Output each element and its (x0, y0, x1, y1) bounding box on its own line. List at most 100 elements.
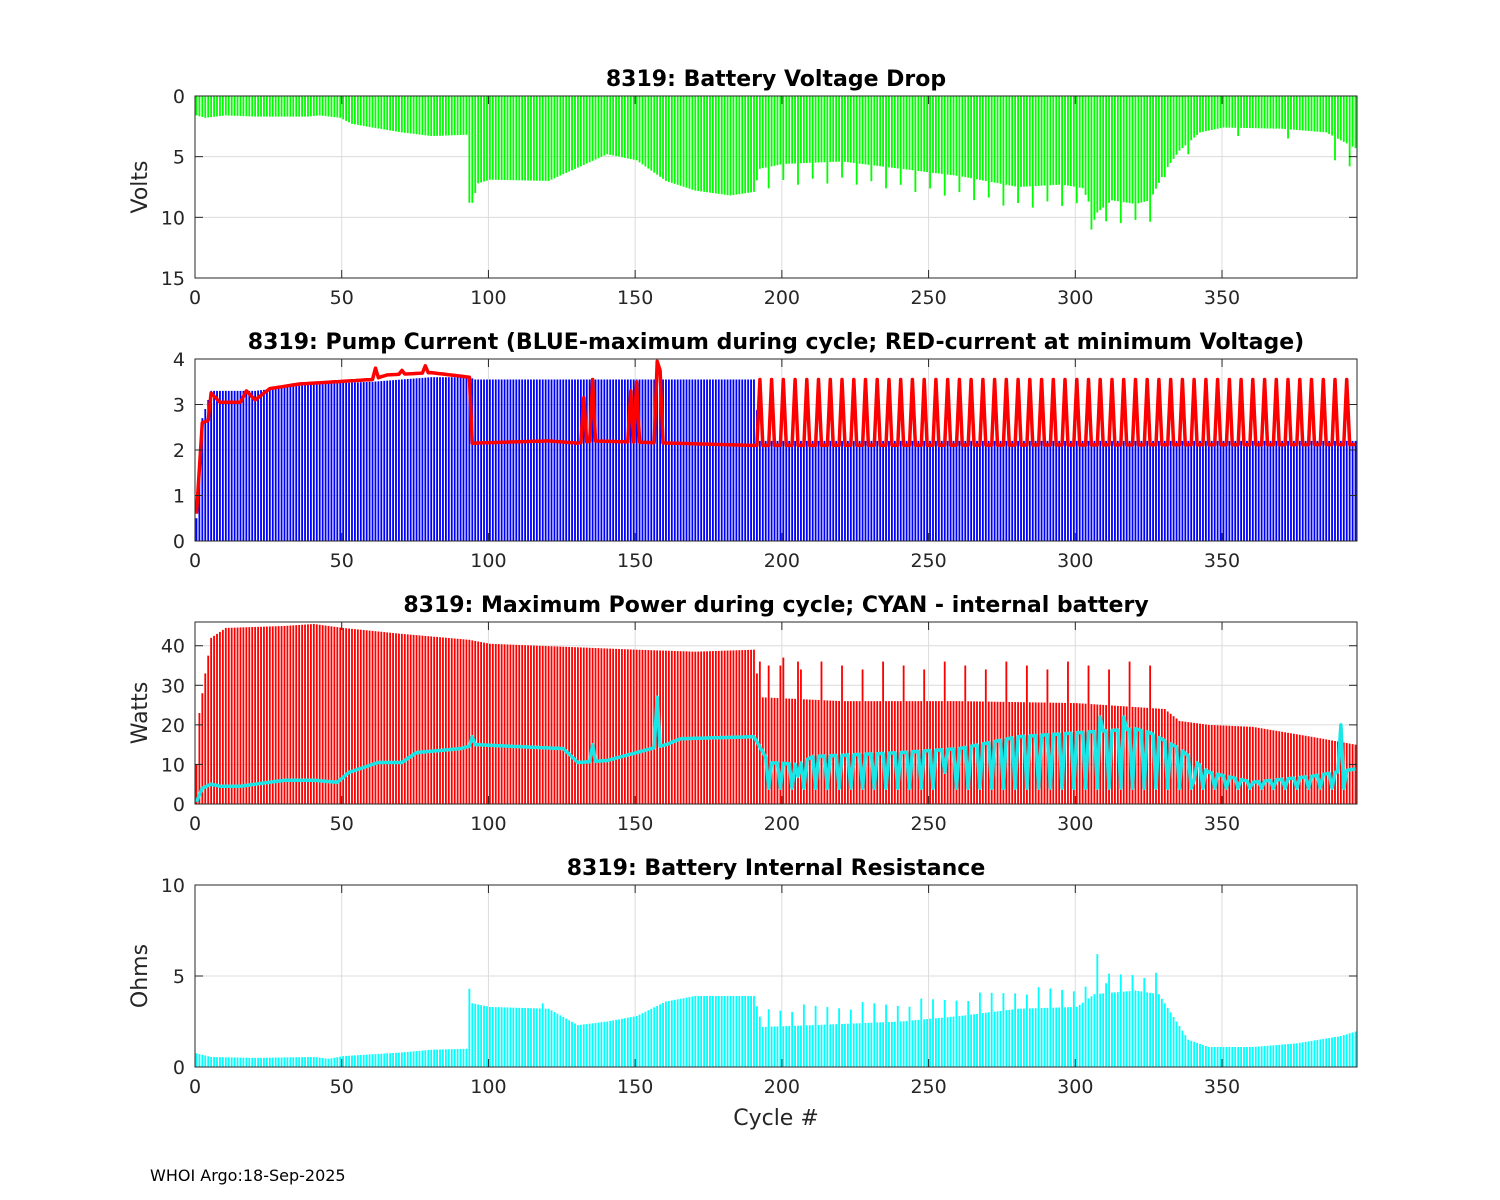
data-bar (1128, 440, 1131, 541)
data-bar (233, 390, 236, 541)
data-bar (723, 996, 726, 1067)
x-tick-label: 250 (910, 813, 946, 835)
data-bar (1216, 725, 1219, 804)
data-bar (277, 1057, 280, 1067)
data-bar (1152, 993, 1154, 1067)
data-bar (348, 1055, 350, 1067)
data-bar (1251, 440, 1254, 541)
data-bar (964, 440, 967, 541)
data-bar (430, 636, 433, 804)
data-bar (1213, 96, 1216, 130)
data-bar (1210, 1046, 1213, 1067)
data-bar (943, 440, 946, 541)
data-bar (1064, 96, 1066, 186)
data-bar (935, 1018, 937, 1067)
data-bar (1316, 440, 1319, 541)
data-bar (618, 379, 620, 541)
data-bar (1108, 440, 1110, 541)
data-bar (706, 96, 708, 193)
data-bar (758, 440, 761, 541)
data-bar (644, 1011, 647, 1067)
data-bar (1046, 96, 1049, 202)
data-bar (1134, 990, 1137, 1067)
data-bar (823, 700, 826, 804)
data-bar (1105, 440, 1108, 541)
y-tick-label: 0 (173, 1057, 185, 1079)
data-bar (274, 96, 277, 117)
data-bar (647, 1010, 650, 1067)
data-bar (756, 410, 758, 541)
data-bar (741, 379, 744, 541)
data-bar (500, 1007, 503, 1067)
data-bar (908, 96, 911, 170)
data-bar (541, 645, 544, 804)
data-bar (265, 1057, 268, 1067)
data-bar (932, 701, 934, 804)
y-tick-label: 2 (173, 440, 185, 462)
data-line (194, 695, 1356, 803)
data-bar (1210, 96, 1213, 130)
data-bar (1067, 96, 1069, 186)
data-bar (1219, 725, 1222, 804)
data-bar (720, 379, 723, 541)
data-bar (406, 379, 409, 541)
data-bar (409, 634, 412, 804)
data-bar (304, 385, 306, 541)
data-bar (1331, 440, 1333, 541)
data-bar (932, 999, 934, 1067)
data-bar (365, 630, 368, 804)
data-bar (1354, 96, 1357, 149)
data-bar (1266, 96, 1269, 129)
data-bar (1204, 440, 1207, 541)
data-bar (330, 1058, 333, 1067)
data-bar (541, 1003, 544, 1067)
data-bar (1187, 440, 1190, 541)
data-bar (1210, 725, 1213, 804)
x-tick-label: 200 (764, 813, 800, 835)
data-bar (265, 626, 268, 804)
data-bar (579, 96, 582, 167)
y-axis-label: Watts (128, 682, 153, 745)
data-bar (339, 383, 342, 541)
data-bar (814, 699, 817, 804)
data-bar (292, 96, 295, 117)
data-bar (398, 379, 400, 541)
data-bar (289, 625, 292, 804)
data-bar (260, 96, 262, 117)
data-bar (1190, 440, 1193, 541)
data-bar (811, 96, 814, 179)
data-bar (629, 379, 632, 541)
data-bar (406, 1051, 409, 1067)
data-bar (1325, 96, 1328, 133)
data-bar (650, 379, 653, 541)
data-bar (553, 379, 556, 541)
data-bar (307, 1057, 309, 1067)
data-bar (1337, 96, 1339, 139)
data-bar (1234, 440, 1237, 541)
data-bar (1137, 440, 1140, 541)
data-bar (268, 626, 271, 804)
data-bar (1345, 1034, 1348, 1067)
data-bar (577, 379, 579, 541)
data-bar (565, 1018, 568, 1067)
data-bar (820, 440, 823, 541)
data-bar (891, 440, 893, 541)
data-bar (1284, 1044, 1287, 1067)
data-bar (562, 96, 565, 175)
data-bar (1287, 1044, 1289, 1067)
data-bar (351, 382, 353, 541)
data-bar (374, 631, 377, 804)
data-bar (1228, 440, 1231, 541)
data-bar (339, 627, 342, 804)
data-bar (289, 96, 292, 117)
data-bar (829, 700, 832, 804)
data-bar (899, 440, 902, 541)
data-bar (849, 1009, 852, 1067)
data-bar (318, 383, 321, 541)
data-bar (662, 650, 664, 804)
data-bar (436, 636, 438, 804)
data-bar (990, 96, 993, 183)
data-bar (1339, 440, 1342, 541)
